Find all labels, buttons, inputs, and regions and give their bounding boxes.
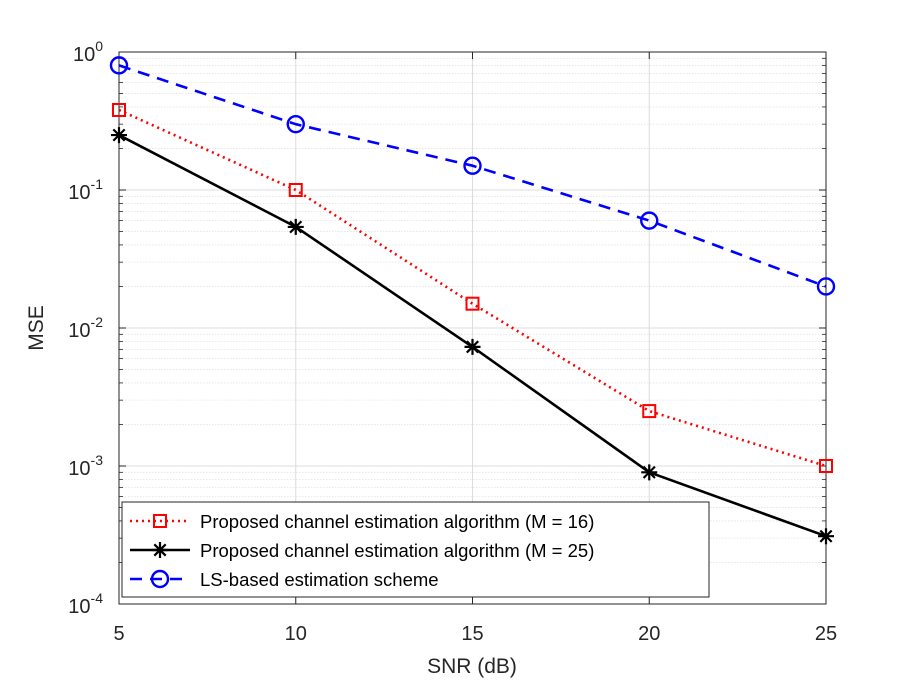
y-tick-base: 10 [68,458,90,480]
y-tick-exponent: -2 [91,314,104,330]
data-point-marker [642,404,657,419]
data-point-marker [818,528,834,545]
y-tick-label: 100 [73,38,103,66]
y-axis-label: MSE [25,305,48,351]
data-point-marker [286,114,305,134]
data-point-marker [109,56,129,75]
legend-marker [152,542,168,558]
series-1 [112,102,833,473]
y-tick-label: 10-2 [68,314,103,342]
data-point-marker [111,127,127,144]
data-point-marker [465,296,480,311]
y-tick-base: 10 [68,320,90,342]
legend-box [121,501,710,598]
data-point-marker [641,464,658,481]
y-tick-base: 10 [73,44,95,66]
y-tick-base: 10 [68,182,90,204]
series-3 [109,56,836,296]
y-tick-label: 10-3 [68,452,103,480]
y-tick-label: 10-1 [68,176,103,204]
data-point-marker [287,218,304,235]
data-point-marker [640,211,659,230]
legend-marker [150,569,170,589]
x-tick-label: 20 [638,623,660,645]
y-tick-label: 10-4 [68,590,103,618]
series-2 [111,127,834,545]
legend-label: LS-based estimation scheme [200,569,439,590]
data-point-marker [464,338,481,355]
grid-lines [118,51,827,605]
data-series [109,56,836,545]
legend-label: Proposed channel estimation algorithm (M… [200,540,594,561]
series-line [118,64,827,288]
legend-entry: Proposed channel estimation algorithm (M… [130,511,594,532]
data-point-marker [112,102,126,117]
data-point-marker [816,277,836,296]
legend-entry: LS-based estimation scheme [130,569,439,590]
x-tick-label: 5 [113,623,124,645]
y-tick-exponent: -3 [91,452,104,468]
y-tick-exponent: 0 [95,38,103,54]
legend-entry: Proposed channel estimation algorithm (M… [130,540,594,561]
x-axis-label: SNR (dB) [427,655,517,678]
x-tick-label: 15 [461,623,483,645]
data-point-marker [463,156,482,175]
legend-marker [153,514,167,528]
series-line [118,108,827,468]
data-point-marker [288,183,303,197]
legend-label: Proposed channel estimation algorithm (M… [200,511,594,532]
y-tick-exponent: -4 [91,590,104,606]
x-tick-label: 25 [815,623,837,645]
x-tick-label: 10 [285,623,307,645]
legend: Proposed channel estimation algorithm (M… [121,501,710,598]
data-point-marker [819,459,833,473]
y-tick-base: 10 [68,596,90,618]
y-tick-exponent: -1 [91,176,104,192]
